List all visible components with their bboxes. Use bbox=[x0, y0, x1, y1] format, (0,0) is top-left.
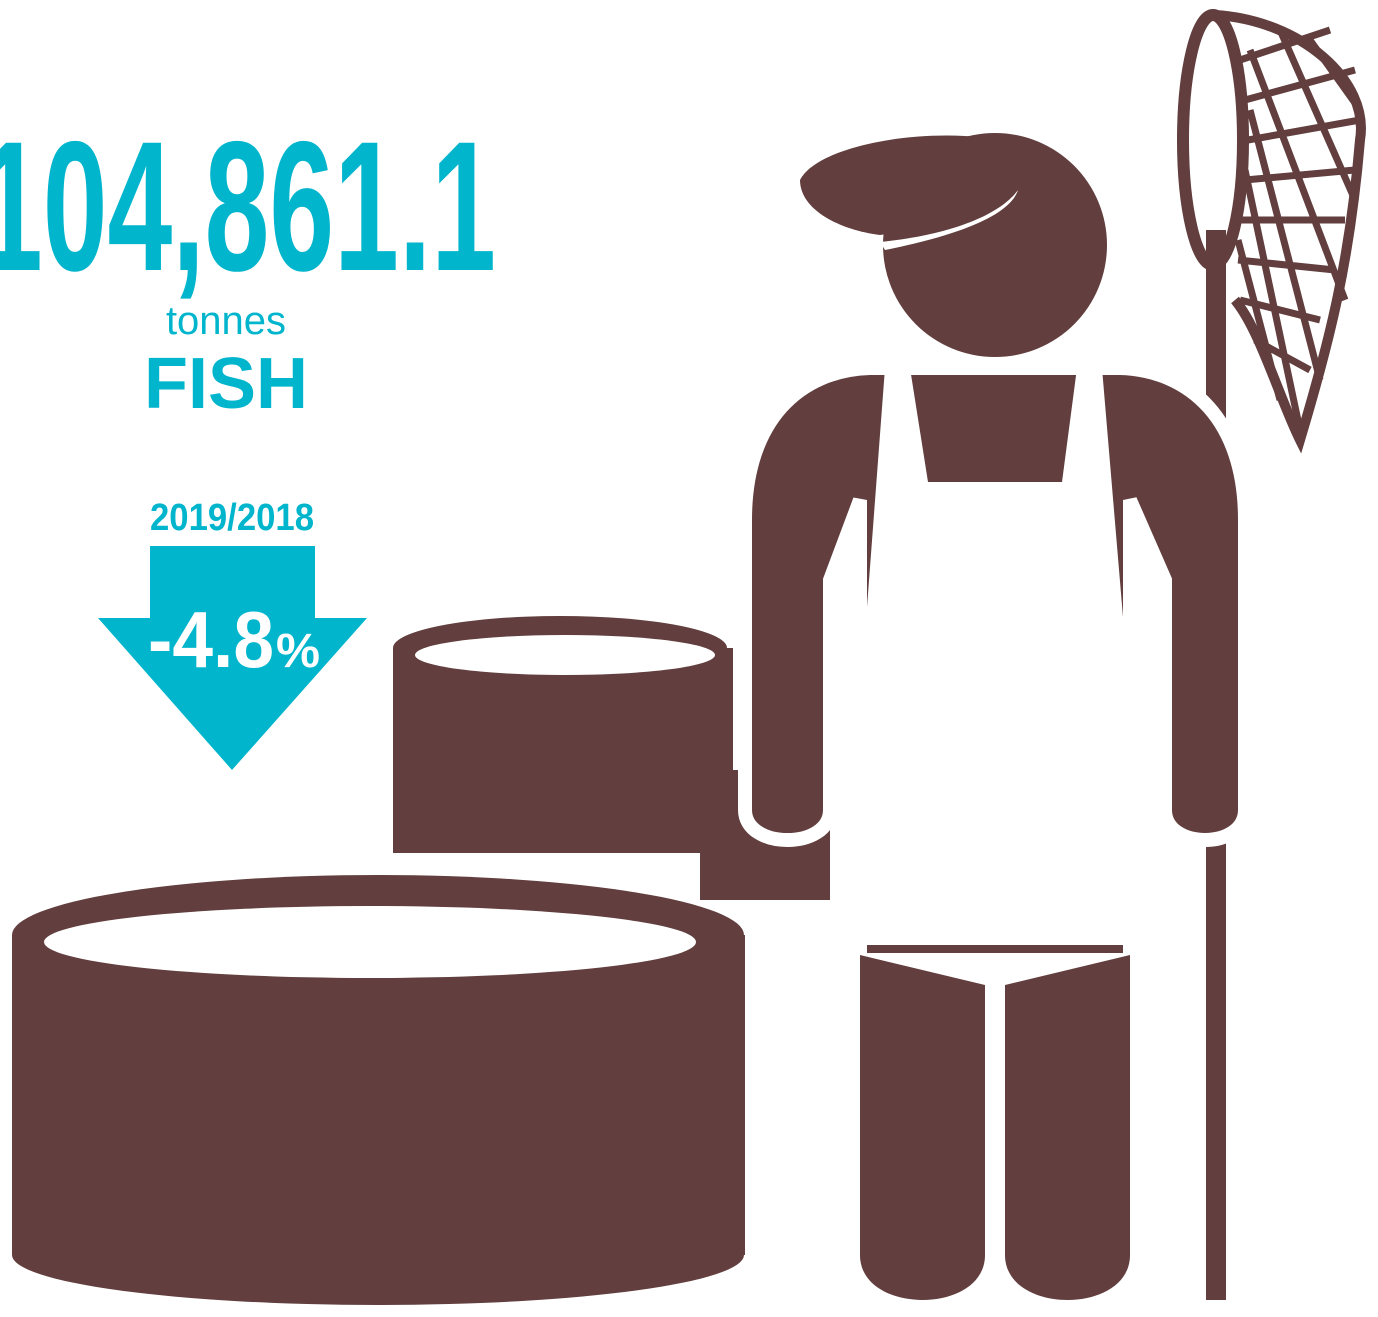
change-period: 2019/2018 bbox=[150, 497, 314, 539]
front-tank bbox=[12, 875, 745, 1305]
change-value: -4.8 bbox=[148, 595, 274, 684]
back-tank bbox=[393, 616, 830, 900]
headline-label: FISH bbox=[144, 344, 308, 424]
fisher-person bbox=[738, 133, 1252, 1300]
change-unit: % bbox=[276, 625, 320, 678]
down-arrow bbox=[98, 546, 367, 770]
headline-value: 104,861.1 bbox=[0, 104, 496, 310]
headline-unit: tonnes bbox=[166, 299, 286, 343]
